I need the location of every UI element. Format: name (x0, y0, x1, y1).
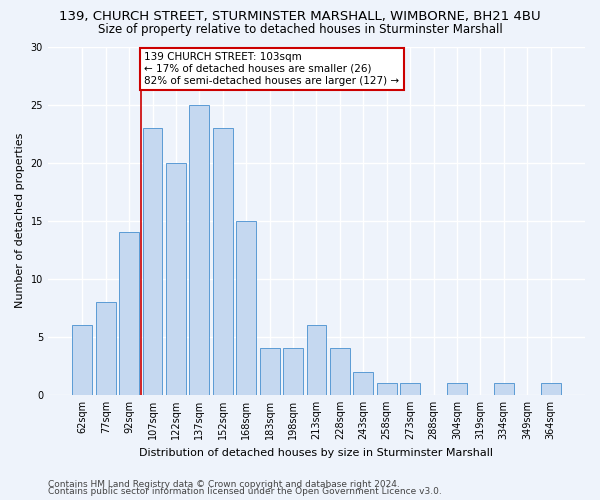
Bar (213, 128, 233, 395)
Text: 139, CHURCH STREET, STURMINSTER MARSHALL, WIMBORNE, BH21 4BU: 139, CHURCH STREET, STURMINSTER MARSHALL… (59, 10, 541, 23)
Bar (353, 372, 373, 395)
X-axis label: Distribution of detached houses by size in Sturminster Marshall: Distribution of detached houses by size … (139, 448, 493, 458)
Bar (119, 232, 139, 395)
Bar (330, 348, 350, 395)
Bar (377, 384, 397, 395)
Bar (541, 384, 560, 395)
Bar (190, 104, 209, 395)
Bar (494, 384, 514, 395)
Text: Contains HM Land Registry data © Crown copyright and database right 2024.: Contains HM Land Registry data © Crown c… (48, 480, 400, 489)
Bar (283, 348, 303, 395)
Bar (236, 220, 256, 395)
Bar (96, 302, 116, 395)
Bar (400, 384, 420, 395)
Bar (143, 128, 163, 395)
Bar (73, 325, 92, 395)
Text: Size of property relative to detached houses in Sturminster Marshall: Size of property relative to detached ho… (98, 22, 502, 36)
Text: 139 CHURCH STREET: 103sqm
← 17% of detached houses are smaller (26)
82% of semi-: 139 CHURCH STREET: 103sqm ← 17% of detac… (145, 52, 400, 86)
Bar (166, 162, 186, 395)
Bar (307, 325, 326, 395)
Y-axis label: Number of detached properties: Number of detached properties (15, 133, 25, 308)
Bar (260, 348, 280, 395)
Bar (447, 384, 467, 395)
Text: Contains public sector information licensed under the Open Government Licence v3: Contains public sector information licen… (48, 487, 442, 496)
